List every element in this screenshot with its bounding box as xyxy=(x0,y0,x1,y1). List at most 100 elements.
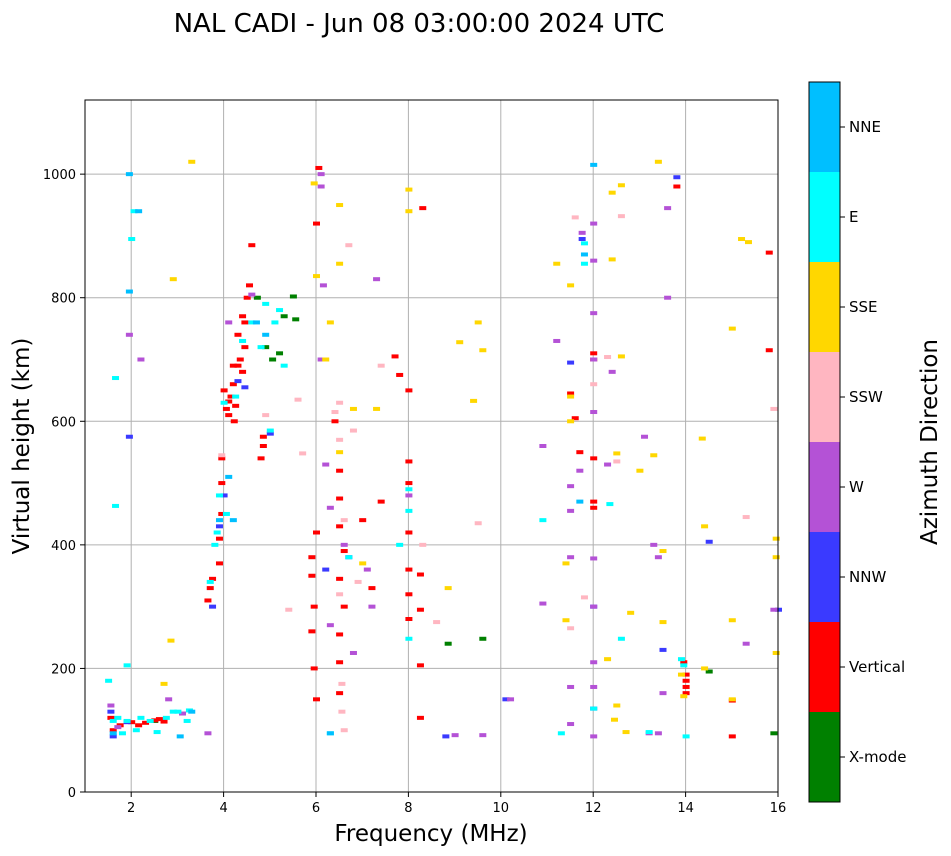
data-point xyxy=(215,518,223,523)
data-point xyxy=(345,243,353,248)
data-point xyxy=(416,572,424,577)
data-points xyxy=(105,159,782,739)
data-point xyxy=(241,320,249,325)
data-point xyxy=(613,703,621,708)
plot-area xyxy=(85,100,778,792)
data-point xyxy=(664,295,672,300)
data-point xyxy=(641,434,649,439)
data-point xyxy=(604,355,612,360)
data-point xyxy=(125,172,133,177)
data-point xyxy=(617,636,625,641)
data-point xyxy=(659,691,667,696)
data-point xyxy=(567,360,575,365)
data-point xyxy=(590,684,598,689)
data-point xyxy=(405,487,413,492)
data-point xyxy=(456,340,464,345)
data-point xyxy=(336,660,344,665)
data-point xyxy=(322,357,330,362)
data-point xyxy=(259,444,267,448)
data-point xyxy=(310,604,318,609)
colorbar-tick-label: NNE xyxy=(849,118,881,136)
x-tick-label: 16 xyxy=(770,801,787,816)
data-point xyxy=(405,530,413,535)
y-tick-label: 400 xyxy=(51,539,76,554)
data-point xyxy=(377,363,385,368)
data-point xyxy=(317,172,325,177)
data-point xyxy=(220,400,228,405)
data-point xyxy=(580,261,588,266)
data-point xyxy=(604,657,612,662)
data-point xyxy=(613,451,621,456)
data-point xyxy=(308,555,316,560)
y-tick-label: 800 xyxy=(51,292,76,307)
data-point xyxy=(128,237,136,242)
series-sse xyxy=(160,159,780,735)
data-point xyxy=(123,663,131,668)
data-point xyxy=(308,573,316,578)
data-point xyxy=(728,618,736,623)
data-point xyxy=(677,657,685,662)
data-point xyxy=(562,561,570,566)
data-point xyxy=(125,434,133,439)
data-point xyxy=(590,311,598,316)
data-point xyxy=(326,731,334,736)
data-point xyxy=(470,398,478,403)
y-tick-label: 1000 xyxy=(43,168,76,183)
data-point xyxy=(188,159,196,164)
data-point xyxy=(682,734,690,739)
data-point xyxy=(578,237,586,242)
data-point xyxy=(239,338,247,343)
data-point xyxy=(326,623,334,628)
data-point xyxy=(698,436,706,441)
data-point xyxy=(227,394,235,399)
data-point xyxy=(218,453,226,458)
data-point xyxy=(114,725,122,730)
data-point xyxy=(215,524,223,529)
series-x-mode xyxy=(151,294,778,736)
data-point xyxy=(622,730,630,735)
data-point xyxy=(349,406,357,411)
y-tick-label: 200 xyxy=(51,662,76,677)
data-point xyxy=(331,419,339,424)
data-point xyxy=(336,496,344,501)
data-point xyxy=(162,715,170,720)
data-point xyxy=(368,604,376,609)
data-point xyxy=(336,592,344,597)
data-point xyxy=(262,332,270,337)
data-point xyxy=(580,241,588,246)
data-point xyxy=(206,579,214,584)
data-point xyxy=(230,419,238,424)
data-point xyxy=(567,626,575,631)
data-point xyxy=(444,586,452,591)
series-w xyxy=(107,172,778,739)
data-point xyxy=(220,388,228,393)
data-point xyxy=(405,459,413,464)
data-point xyxy=(292,317,300,322)
data-point xyxy=(252,320,260,325)
data-point xyxy=(765,250,773,255)
data-point xyxy=(405,388,413,393)
x-tick-label: 14 xyxy=(677,801,694,816)
data-point xyxy=(405,567,413,572)
data-point xyxy=(705,669,713,674)
data-point xyxy=(319,283,327,288)
data-point xyxy=(204,598,212,603)
data-point xyxy=(608,369,616,374)
data-point xyxy=(627,610,635,615)
data-point xyxy=(562,618,570,623)
data-point xyxy=(109,718,117,723)
colorbar-tick-label: X-mode xyxy=(849,748,906,766)
data-point xyxy=(262,413,270,418)
data-point xyxy=(502,697,510,702)
data-point xyxy=(539,444,547,448)
data-point xyxy=(213,530,221,535)
data-point xyxy=(744,240,752,245)
colorbar-frame xyxy=(808,81,841,803)
data-point xyxy=(218,511,226,516)
data-point xyxy=(248,243,256,248)
data-point xyxy=(169,277,177,282)
data-point xyxy=(241,345,249,350)
data-point xyxy=(608,190,616,195)
colorbar-segment xyxy=(809,82,840,172)
data-point xyxy=(340,604,348,609)
